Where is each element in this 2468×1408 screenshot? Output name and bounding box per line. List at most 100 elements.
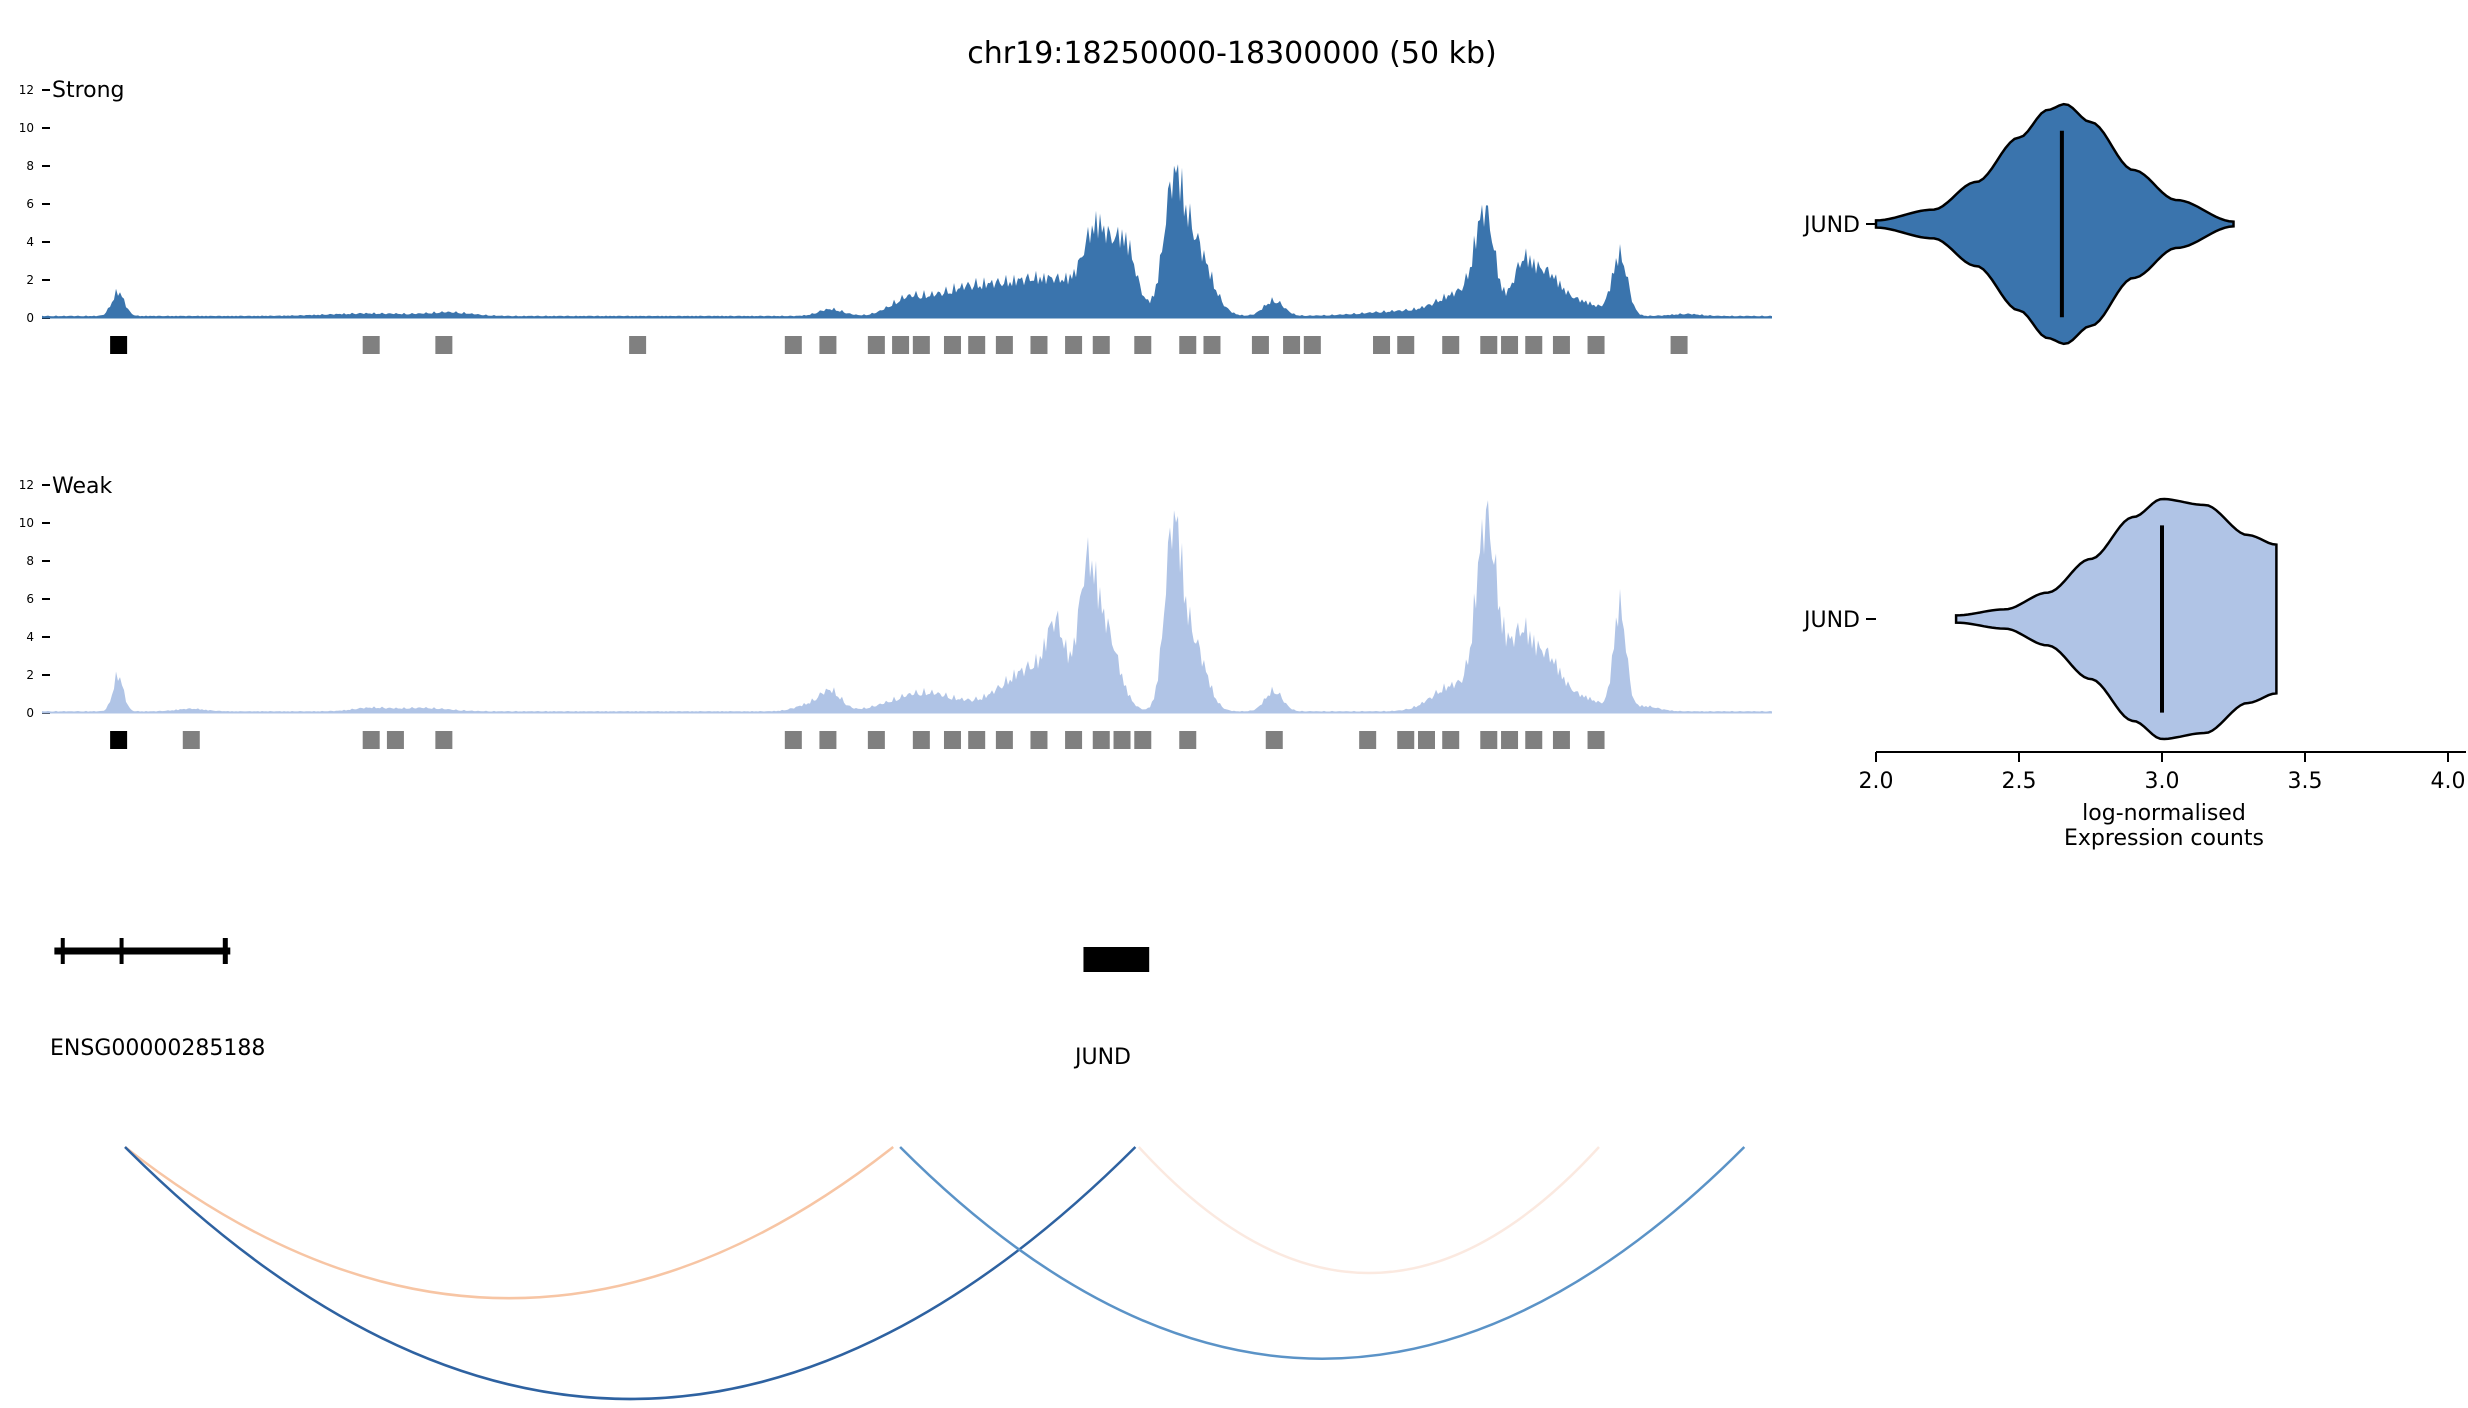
region-marker — [912, 336, 930, 354]
region-marker — [362, 336, 380, 354]
region-marker — [867, 336, 885, 354]
y-tick-label: 6 — [26, 592, 34, 606]
strong-violin-gene-label: JUND — [1802, 213, 1860, 238]
region-marker — [1397, 731, 1415, 749]
region-marker — [1501, 731, 1519, 749]
region-marker — [943, 731, 961, 749]
region-marker — [1670, 336, 1688, 354]
region-marker — [1092, 336, 1110, 354]
y-tick-label: 4 — [26, 630, 34, 644]
region-marker — [1501, 336, 1519, 354]
region-marker — [1552, 336, 1570, 354]
region-marker — [1359, 731, 1377, 749]
x-tick-label: 3.5 — [2288, 769, 2323, 794]
region-marker — [386, 731, 404, 749]
strong-track: 0 2 4 6 8 10 12 Strong — [19, 78, 1772, 354]
gene-annotation-track: ENSG00000285188 JUND — [50, 938, 1150, 1070]
region-marker — [1203, 336, 1221, 354]
region-marker — [1065, 731, 1083, 749]
region-marker — [1283, 336, 1301, 354]
region-marker — [968, 731, 986, 749]
region-marker — [912, 731, 930, 749]
x-tick-label: 3.0 — [2145, 769, 2180, 794]
region-marker — [1480, 731, 1498, 749]
y-tick-label: 8 — [26, 159, 34, 173]
weak-track: 0 2 4 6 8 10 12 Weak — [19, 474, 1772, 749]
link-arc — [1137, 1146, 1600, 1275]
region-marker — [1092, 731, 1110, 749]
region-marker — [1442, 336, 1460, 354]
y-tick-label: 12 — [19, 478, 34, 492]
y-tick-label: 10 — [19, 121, 34, 135]
link-arc — [124, 1146, 894, 1300]
region-marker — [867, 731, 885, 749]
region-marker — [1265, 731, 1283, 749]
link-arcs — [124, 1146, 1746, 1401]
region-marker — [1480, 336, 1498, 354]
y-tick-label: 4 — [26, 235, 34, 249]
weak-expression-violin: JUND — [1802, 497, 2278, 741]
x-tick-label: 4.0 — [2431, 769, 2466, 794]
region-marker — [995, 336, 1013, 354]
link-arc — [899, 1146, 1746, 1360]
expression-axis-label-line2: Expression counts — [2064, 826, 2264, 851]
y-tick-label: 12 — [19, 83, 34, 97]
region-marker — [362, 731, 380, 749]
weak-track-label: Weak — [52, 474, 112, 499]
strong-expression-violin: JUND — [1802, 102, 2235, 346]
region-marker — [1179, 731, 1197, 749]
region-marker — [182, 731, 200, 749]
region-marker — [784, 731, 802, 749]
region-marker — [1418, 731, 1435, 749]
region-marker — [892, 336, 910, 354]
region-marker — [995, 731, 1013, 749]
strong-coverage-area — [42, 164, 1772, 318]
region-marker — [943, 336, 961, 354]
region-marker — [968, 336, 986, 354]
y-tick-label: 2 — [26, 668, 34, 682]
region-marker — [1397, 336, 1415, 354]
y-tick-label: 8 — [26, 554, 34, 568]
region-marker — [1552, 731, 1570, 749]
strong-region-markers — [110, 336, 1688, 354]
link-arc — [124, 1146, 1137, 1401]
expression-x-axis: 2.0 2.5 3.0 3.5 4.0 log-normalised Expressio… — [1859, 751, 2466, 851]
weak-violin-gene-label: JUND — [1802, 608, 1860, 633]
region-marker — [1134, 731, 1152, 749]
weak-violin-body — [1954, 497, 2278, 741]
region-marker — [1065, 336, 1083, 354]
gene-label: ENSG00000285188 — [50, 1036, 265, 1061]
region-marker — [1251, 336, 1269, 354]
region-marker — [1373, 336, 1391, 354]
figure-title: chr19:18250000-18300000 (50 kb) — [967, 36, 1496, 71]
y-tick-label: 0 — [26, 311, 34, 325]
expression-axis-ticks: 2.0 2.5 3.0 3.5 4.0 — [1859, 752, 2466, 794]
region-marker-highlighted — [110, 336, 128, 354]
strong-violin-body — [1874, 102, 2235, 346]
y-tick-label: 0 — [26, 706, 34, 720]
region-marker — [1030, 336, 1048, 354]
region-marker-highlighted — [110, 731, 128, 749]
region-marker — [1587, 336, 1605, 354]
weak-coverage-area — [42, 500, 1772, 713]
x-tick-label: 2.0 — [1859, 769, 1894, 794]
region-marker — [819, 731, 837, 749]
weak-region-markers — [110, 731, 1605, 749]
gene-block — [1083, 947, 1150, 972]
region-marker — [1442, 731, 1460, 749]
region-marker — [784, 336, 802, 354]
region-marker — [1303, 336, 1321, 354]
region-marker — [435, 731, 453, 749]
y-tick-label: 10 — [19, 516, 34, 530]
expression-axis-label-line1: log-normalised — [2082, 801, 2246, 826]
region-marker — [1587, 731, 1605, 749]
weak-y-axis: 0 2 4 6 8 10 12 — [19, 478, 50, 720]
strong-track-label: Strong — [52, 78, 125, 103]
region-marker — [629, 336, 647, 354]
region-marker — [435, 336, 453, 354]
region-marker — [1179, 336, 1197, 354]
region-marker — [1525, 731, 1543, 749]
region-marker — [1525, 336, 1543, 354]
region-marker — [819, 336, 837, 354]
